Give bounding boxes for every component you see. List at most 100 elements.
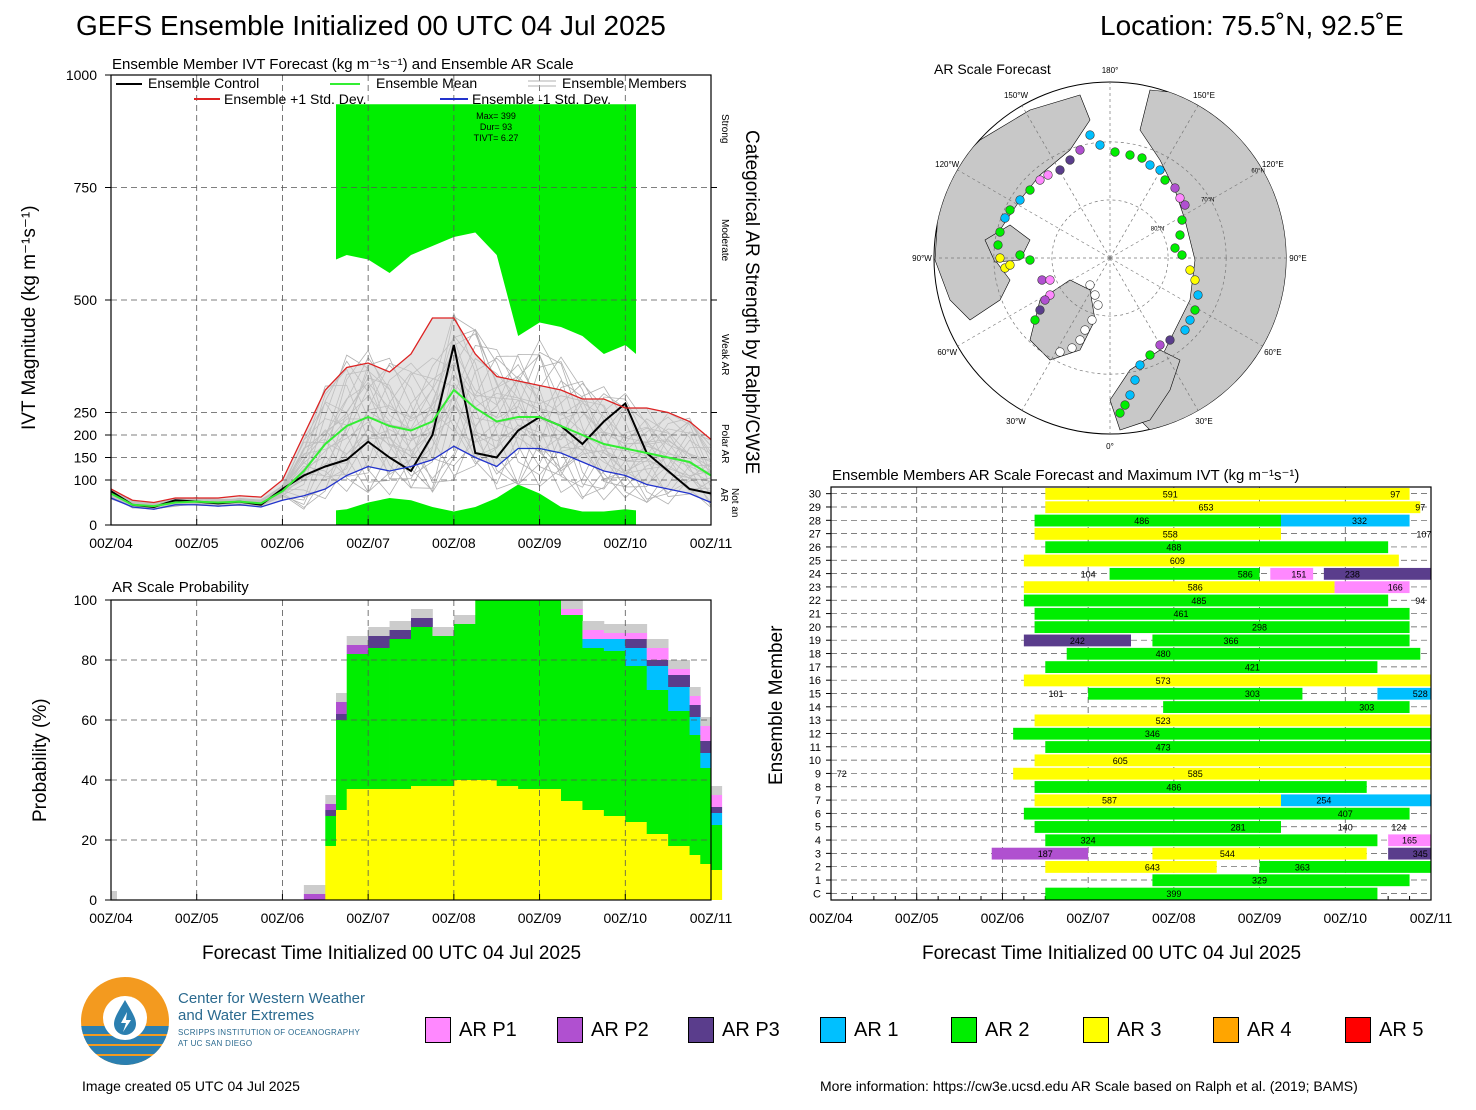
prob-bar-ar_p3 [700, 741, 712, 753]
ensemble-point [1040, 295, 1050, 305]
x-tick-label: 00Z/10 [1323, 910, 1367, 926]
member-max-ivt: 166 [1388, 583, 1403, 593]
member-bar [1034, 754, 1431, 767]
location-label: Location: 75.5˚N, 92.5˚E [1100, 10, 1404, 41]
prob-bar-ar3 [646, 834, 669, 900]
member-max-ivt: 346 [1145, 729, 1160, 739]
member-bar [1045, 741, 1431, 753]
series-line [110, 317, 712, 504]
row-label: C [813, 888, 821, 900]
prob-bar-other [453, 615, 476, 624]
ensemble-point [993, 240, 1003, 250]
legend-item-ar5: AR 5 [1345, 1016, 1423, 1044]
row-label: 30 [809, 489, 821, 501]
prob-bar-ar_p1 [561, 609, 583, 615]
prob-bar-other [336, 693, 348, 702]
ensemble-point [1155, 340, 1165, 350]
prob-bar-ar1 [603, 639, 626, 651]
prob-bar-other [314, 885, 326, 894]
ensemble-point [995, 227, 1005, 237]
lon-label: 90°W [912, 254, 932, 263]
member-max-ivt: 653 [1198, 503, 1213, 513]
prob-bar-ar3 [700, 864, 712, 900]
ensemble-point [1185, 265, 1195, 275]
x-tick-label: 00Z/06 [261, 535, 305, 551]
ensemble-point [1037, 275, 1047, 285]
ensemble-point [1085, 280, 1095, 290]
x-tick-label: 00Z/04 [89, 535, 133, 551]
ensemble-point [1185, 315, 1195, 325]
x-tick-label: 00Z/10 [603, 910, 647, 926]
x-tick-label: 00Z/08 [1152, 910, 1196, 926]
x-tick-label: 00Z/09 [518, 535, 562, 551]
prob-ylabel: Probability (%) [30, 698, 51, 822]
y-tick-label: 250 [74, 405, 98, 421]
member-max-ivt: 303 [1359, 702, 1374, 712]
legend-label: AR P2 [591, 1018, 649, 1041]
stat-dur: Dur= 93 [479, 122, 513, 132]
members-xlabel: Forecast Time Initialized 00 UTC 04 Jul … [922, 943, 1302, 964]
lon-label: 150°W [1004, 91, 1029, 100]
row-label: 17 [809, 662, 821, 674]
member-bar [1045, 861, 1217, 873]
member-max-ivt: 281 [1231, 822, 1246, 832]
row-label: 7 [815, 795, 821, 807]
ensemble-point [1145, 160, 1155, 170]
prob-bar-ar3 [496, 786, 519, 900]
logo-line2: and Water Extremes [178, 1007, 315, 1024]
x-tick-label: 00Z/06 [261, 910, 305, 926]
legend-swatch [557, 1017, 583, 1043]
ensemble-point [1170, 243, 1180, 253]
member-bar [1152, 874, 1410, 887]
row-label: 9 [815, 768, 821, 780]
prob-bar-ar1 [646, 666, 669, 690]
member-max-ivt: 329 [1252, 876, 1267, 886]
row-label: 6 [815, 808, 821, 820]
prob-bar-ar3 [711, 870, 723, 900]
prob-bar-other [346, 636, 369, 645]
prob-bar-ar_p3 [689, 705, 701, 717]
member-max-ivt: 238 [1345, 569, 1360, 579]
series-line [110, 388, 712, 508]
prob-bar-other [325, 795, 337, 804]
member-max-ivt: 366 [1223, 636, 1238, 646]
meridian [1109, 105, 1199, 259]
prob-bar-ar2 [700, 768, 712, 864]
series-line [110, 445, 712, 510]
stat-max: Max= 399 [476, 111, 516, 121]
meridian [1109, 257, 1199, 411]
row-label: 8 [815, 782, 821, 794]
ensemble-point [1035, 175, 1045, 185]
meridian [1021, 257, 1111, 411]
prob-bar-ar2 [625, 666, 648, 822]
prob-bar-ar_p3 [368, 636, 390, 648]
member-bar [1023, 674, 1431, 687]
x-tick-label: 00Z/07 [346, 535, 390, 551]
prob-bar-ar2 [475, 600, 498, 780]
member-bar [1045, 834, 1378, 847]
prob-frame [110, 599, 712, 901]
ensemble-point [1155, 165, 1165, 175]
prob-bar-ar1 [711, 813, 723, 825]
prob-bar-ar_p1 [582, 630, 605, 639]
prob-bar-other [625, 624, 648, 633]
x-tick-label: 00Z/06 [981, 910, 1025, 926]
member-bar [1323, 567, 1431, 580]
member-max-ivt: 473 [1156, 742, 1171, 752]
lat-circle [1051, 199, 1169, 317]
prob-bar-ar_p1 [603, 633, 626, 639]
ensemble-point [1135, 360, 1145, 370]
member-max-ivt: 303 [1245, 689, 1260, 699]
member-max-ivt: 165 [1402, 836, 1417, 846]
member-max-ivt: 544 [1220, 849, 1235, 859]
member-max-ivt: 480 [1156, 649, 1171, 659]
ensemble-point [1160, 175, 1170, 185]
cat-polar: Polar AR [719, 424, 730, 464]
prob-bar-ar_p2 [303, 894, 315, 900]
prob-bar-other [432, 627, 455, 636]
prob-bar-ar1 [582, 639, 605, 648]
land-mass [1109, 349, 1181, 431]
prob-bar-ar2 [496, 600, 519, 786]
ensemble-point [1095, 140, 1105, 150]
